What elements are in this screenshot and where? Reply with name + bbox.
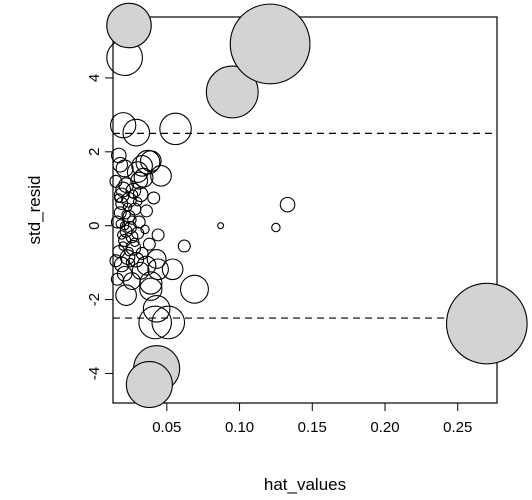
data-point-66	[217, 222, 225, 230]
data-point-49	[118, 233, 132, 247]
data-point-50	[125, 240, 142, 256]
data-point-42	[151, 228, 165, 242]
data-point-15	[139, 271, 163, 295]
data-point-41	[177, 239, 191, 253]
data-point-17	[161, 258, 184, 281]
data-point-46	[110, 215, 124, 229]
x-tick-label-0: 0.05	[152, 419, 181, 436]
data-point-32	[112, 156, 129, 173]
data-point-68	[115, 219, 126, 229]
data-point-11	[151, 305, 186, 340]
data-point-30	[115, 159, 134, 178]
data-point-39	[139, 204, 153, 218]
y-tick-label-0: -4	[86, 367, 103, 380]
data-point-55	[135, 246, 149, 260]
data-point-77	[140, 224, 150, 235]
data-point-44	[113, 187, 130, 204]
data-point-1	[106, 2, 152, 49]
data-point-8	[110, 112, 137, 139]
x-tick-label-1: 0.10	[225, 419, 254, 436]
data-point-26	[126, 161, 149, 183]
data-point-9	[122, 118, 151, 147]
y-tick-label-2: 0	[86, 222, 103, 230]
data-point-71	[127, 215, 137, 225]
data-point-63	[119, 224, 133, 238]
x-tick-label-3: 0.20	[370, 419, 399, 436]
plot-frame	[112, 16, 498, 404]
data-point-54	[128, 251, 145, 268]
data-point-3	[445, 282, 528, 365]
data-point-2	[205, 65, 259, 119]
data-point-14	[139, 277, 163, 301]
data-point-38	[147, 191, 161, 205]
data-point-40	[279, 196, 296, 213]
data-point-10	[138, 305, 172, 340]
y-axis-title: std_resid	[25, 176, 44, 245]
data-point-52	[113, 256, 130, 273]
data-point-59	[122, 209, 136, 223]
data-points	[106, 2, 528, 409]
data-point-16	[115, 284, 137, 306]
reference-lines	[113, 132, 497, 319]
x-axis-title: hat_values	[264, 475, 346, 494]
data-point-20	[146, 249, 167, 269]
data-point-19	[136, 255, 157, 276]
data-point-62	[132, 215, 146, 229]
data-point-5	[125, 360, 173, 409]
x-axis: 0.05 0.10 0.15 0.20 0.25	[152, 403, 472, 436]
data-point-13	[179, 274, 209, 304]
data-point-81	[125, 257, 136, 268]
data-point-29	[130, 171, 149, 190]
data-point-43	[115, 181, 132, 198]
y-tick-label-3: 2	[86, 148, 103, 156]
data-point-67	[271, 222, 281, 233]
data-point-28	[150, 164, 172, 187]
data-point-56	[142, 237, 156, 251]
x-tick-label-2: 0.15	[298, 419, 327, 436]
y-tick-label-1: -2	[86, 293, 103, 306]
y-tick-label-4: 4	[86, 74, 103, 82]
data-point-7	[159, 112, 192, 146]
data-point-0	[229, 3, 311, 85]
data-point-12	[142, 294, 171, 323]
data-point-23	[135, 149, 161, 175]
x-tick-label-4: 0.25	[443, 419, 472, 436]
data-point-57	[116, 265, 133, 282]
y-axis: -4 -2 0 2 4	[86, 74, 113, 380]
data-point-34	[125, 182, 142, 199]
data-point-25	[131, 155, 153, 177]
data-point-45	[113, 206, 127, 220]
data-point-18	[147, 258, 169, 281]
